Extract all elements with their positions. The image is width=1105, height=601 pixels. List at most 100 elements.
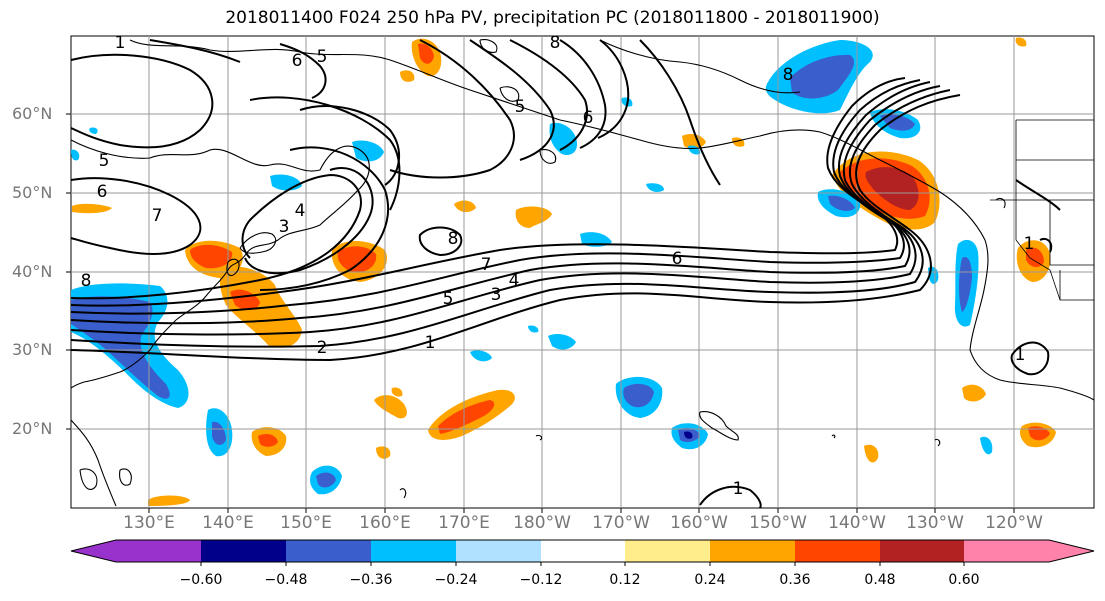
contour-label: 6 (672, 249, 683, 269)
lon-label-130w: 130°W (906, 513, 964, 533)
lon-label-170w: 170°W (592, 513, 650, 533)
positive-anomaly (337, 246, 377, 273)
colorbar-tick-label: −0.48 (264, 572, 308, 588)
colorbar-segment (795, 540, 880, 562)
lat-label-40n: 40°N (12, 262, 53, 281)
axis-ticks (66, 113, 1015, 513)
colorbar-segment (456, 540, 541, 562)
colorbar-tick-label: 0.24 (694, 572, 726, 588)
lon-label-130e: 130°E (123, 513, 175, 533)
positive-anomaly (962, 384, 986, 402)
colorbar-segment (541, 540, 625, 562)
positive-anomaly (376, 446, 391, 459)
negative-anomaly (646, 183, 664, 192)
lat-label-30n: 30°N (12, 340, 53, 359)
contour-label: 7 (481, 255, 492, 275)
negative-anomaly (828, 195, 855, 211)
colorbar-tick-label: −0.36 (349, 572, 393, 588)
colorbar-tick-label: −0.60 (179, 572, 223, 588)
negative-anomaly (71, 149, 80, 161)
colorbar-tick-label: −0.12 (519, 572, 563, 588)
negative-anomaly (470, 350, 492, 362)
lat-label-20n: 20°N (12, 419, 53, 438)
contour-label: 8 (783, 65, 794, 85)
lon-label-170e: 170°E (438, 513, 490, 533)
pv-contours (70, 39, 1061, 509)
positive-anomaly (190, 244, 233, 269)
coastlines (70, 39, 1095, 507)
contour-label: 1 (115, 33, 126, 53)
colorbar-segment (201, 540, 286, 562)
positive-anomaly (72, 203, 112, 214)
contour-label: 4 (509, 271, 520, 291)
contour-label: 1 (425, 333, 436, 353)
contour-label: 6 (97, 182, 108, 202)
colorbar-tick-label: 0.60 (948, 572, 980, 588)
positive-anomaly (400, 70, 415, 82)
contour-label: 5 (515, 97, 526, 117)
colorbar-segment (964, 540, 1094, 562)
colorbar (70, 539, 1095, 566)
map-title: 2018011400 F024 250 hPa PV, precipitatio… (225, 8, 880, 28)
negative-anomaly (880, 114, 915, 131)
negative-anomaly (959, 256, 972, 312)
negative-anomaly (580, 232, 612, 247)
contour-label: 5 (317, 47, 328, 67)
lon-label-160e: 160°E (359, 513, 411, 533)
contour-label-group: 6 5 5 6 8 7 4 3 8 7 6 5 4 3 2 1 1 6 5 8 … (81, 33, 1035, 499)
lon-label-150e: 150°E (280, 513, 332, 533)
lon-label-160w: 160°W (670, 513, 728, 533)
positive-anomaly (374, 395, 407, 419)
lon-label-140e: 140°E (202, 513, 254, 533)
colorbar-segment (710, 540, 795, 562)
negative-anomaly (316, 472, 336, 488)
positive-anomaly (148, 495, 190, 506)
positive-anomaly (438, 400, 495, 434)
positive-anomaly (515, 206, 552, 228)
contour-label: 3 (491, 285, 502, 305)
colorbar-segment (625, 540, 710, 562)
negative-anomaly (352, 140, 384, 162)
negative-anomaly (549, 122, 578, 156)
negative-anomaly (623, 383, 654, 408)
lat-label-50n: 50°N (12, 183, 53, 202)
contour-label: 6 (292, 51, 303, 71)
positive-anomaly (454, 200, 476, 213)
graticule (71, 36, 1094, 508)
negative-anomaly (790, 54, 855, 99)
colorbar-tick-label: 0.12 (609, 572, 641, 588)
colorbar-tick-label: −0.24 (434, 572, 478, 588)
colorbar-segment (71, 540, 201, 562)
colorbar-tick-label: 0.36 (779, 572, 811, 588)
contour-label: 4 (295, 201, 306, 221)
contour-label: 1 (1015, 345, 1026, 365)
contour-label: 8 (448, 229, 459, 249)
colorbar-segment (371, 540, 456, 562)
positive-anomaly (865, 167, 919, 210)
negative-anomaly (212, 421, 226, 445)
lon-label-120w: 120°W (985, 513, 1043, 533)
contour-label: 2 (317, 338, 328, 358)
positive-anomaly (258, 434, 278, 447)
lon-label-140w: 140°W (828, 513, 886, 533)
negative-anomaly (89, 127, 98, 134)
contour-label: 8 (550, 33, 561, 53)
positive-anomaly (1028, 426, 1050, 441)
positive-anomaly (864, 444, 879, 463)
colorbar-outline (70, 539, 1095, 563)
positive-anomaly (418, 43, 434, 64)
colorbar-segment (880, 540, 964, 562)
colorbar-tick-label: 0.48 (864, 572, 896, 588)
negative-anomaly (980, 436, 993, 455)
positive-anomaly (1015, 37, 1027, 47)
positive-anomaly (391, 387, 403, 397)
contour-label: 3 (279, 217, 290, 237)
contour-label: 5 (99, 151, 110, 171)
lon-label-150w: 150°W (749, 513, 807, 533)
contour-label: 1 (1024, 234, 1035, 254)
colorbar-segment (286, 540, 371, 562)
negative-anomaly (548, 334, 576, 350)
negative-anomaly (684, 431, 693, 439)
contour-label: 8 (81, 271, 92, 291)
